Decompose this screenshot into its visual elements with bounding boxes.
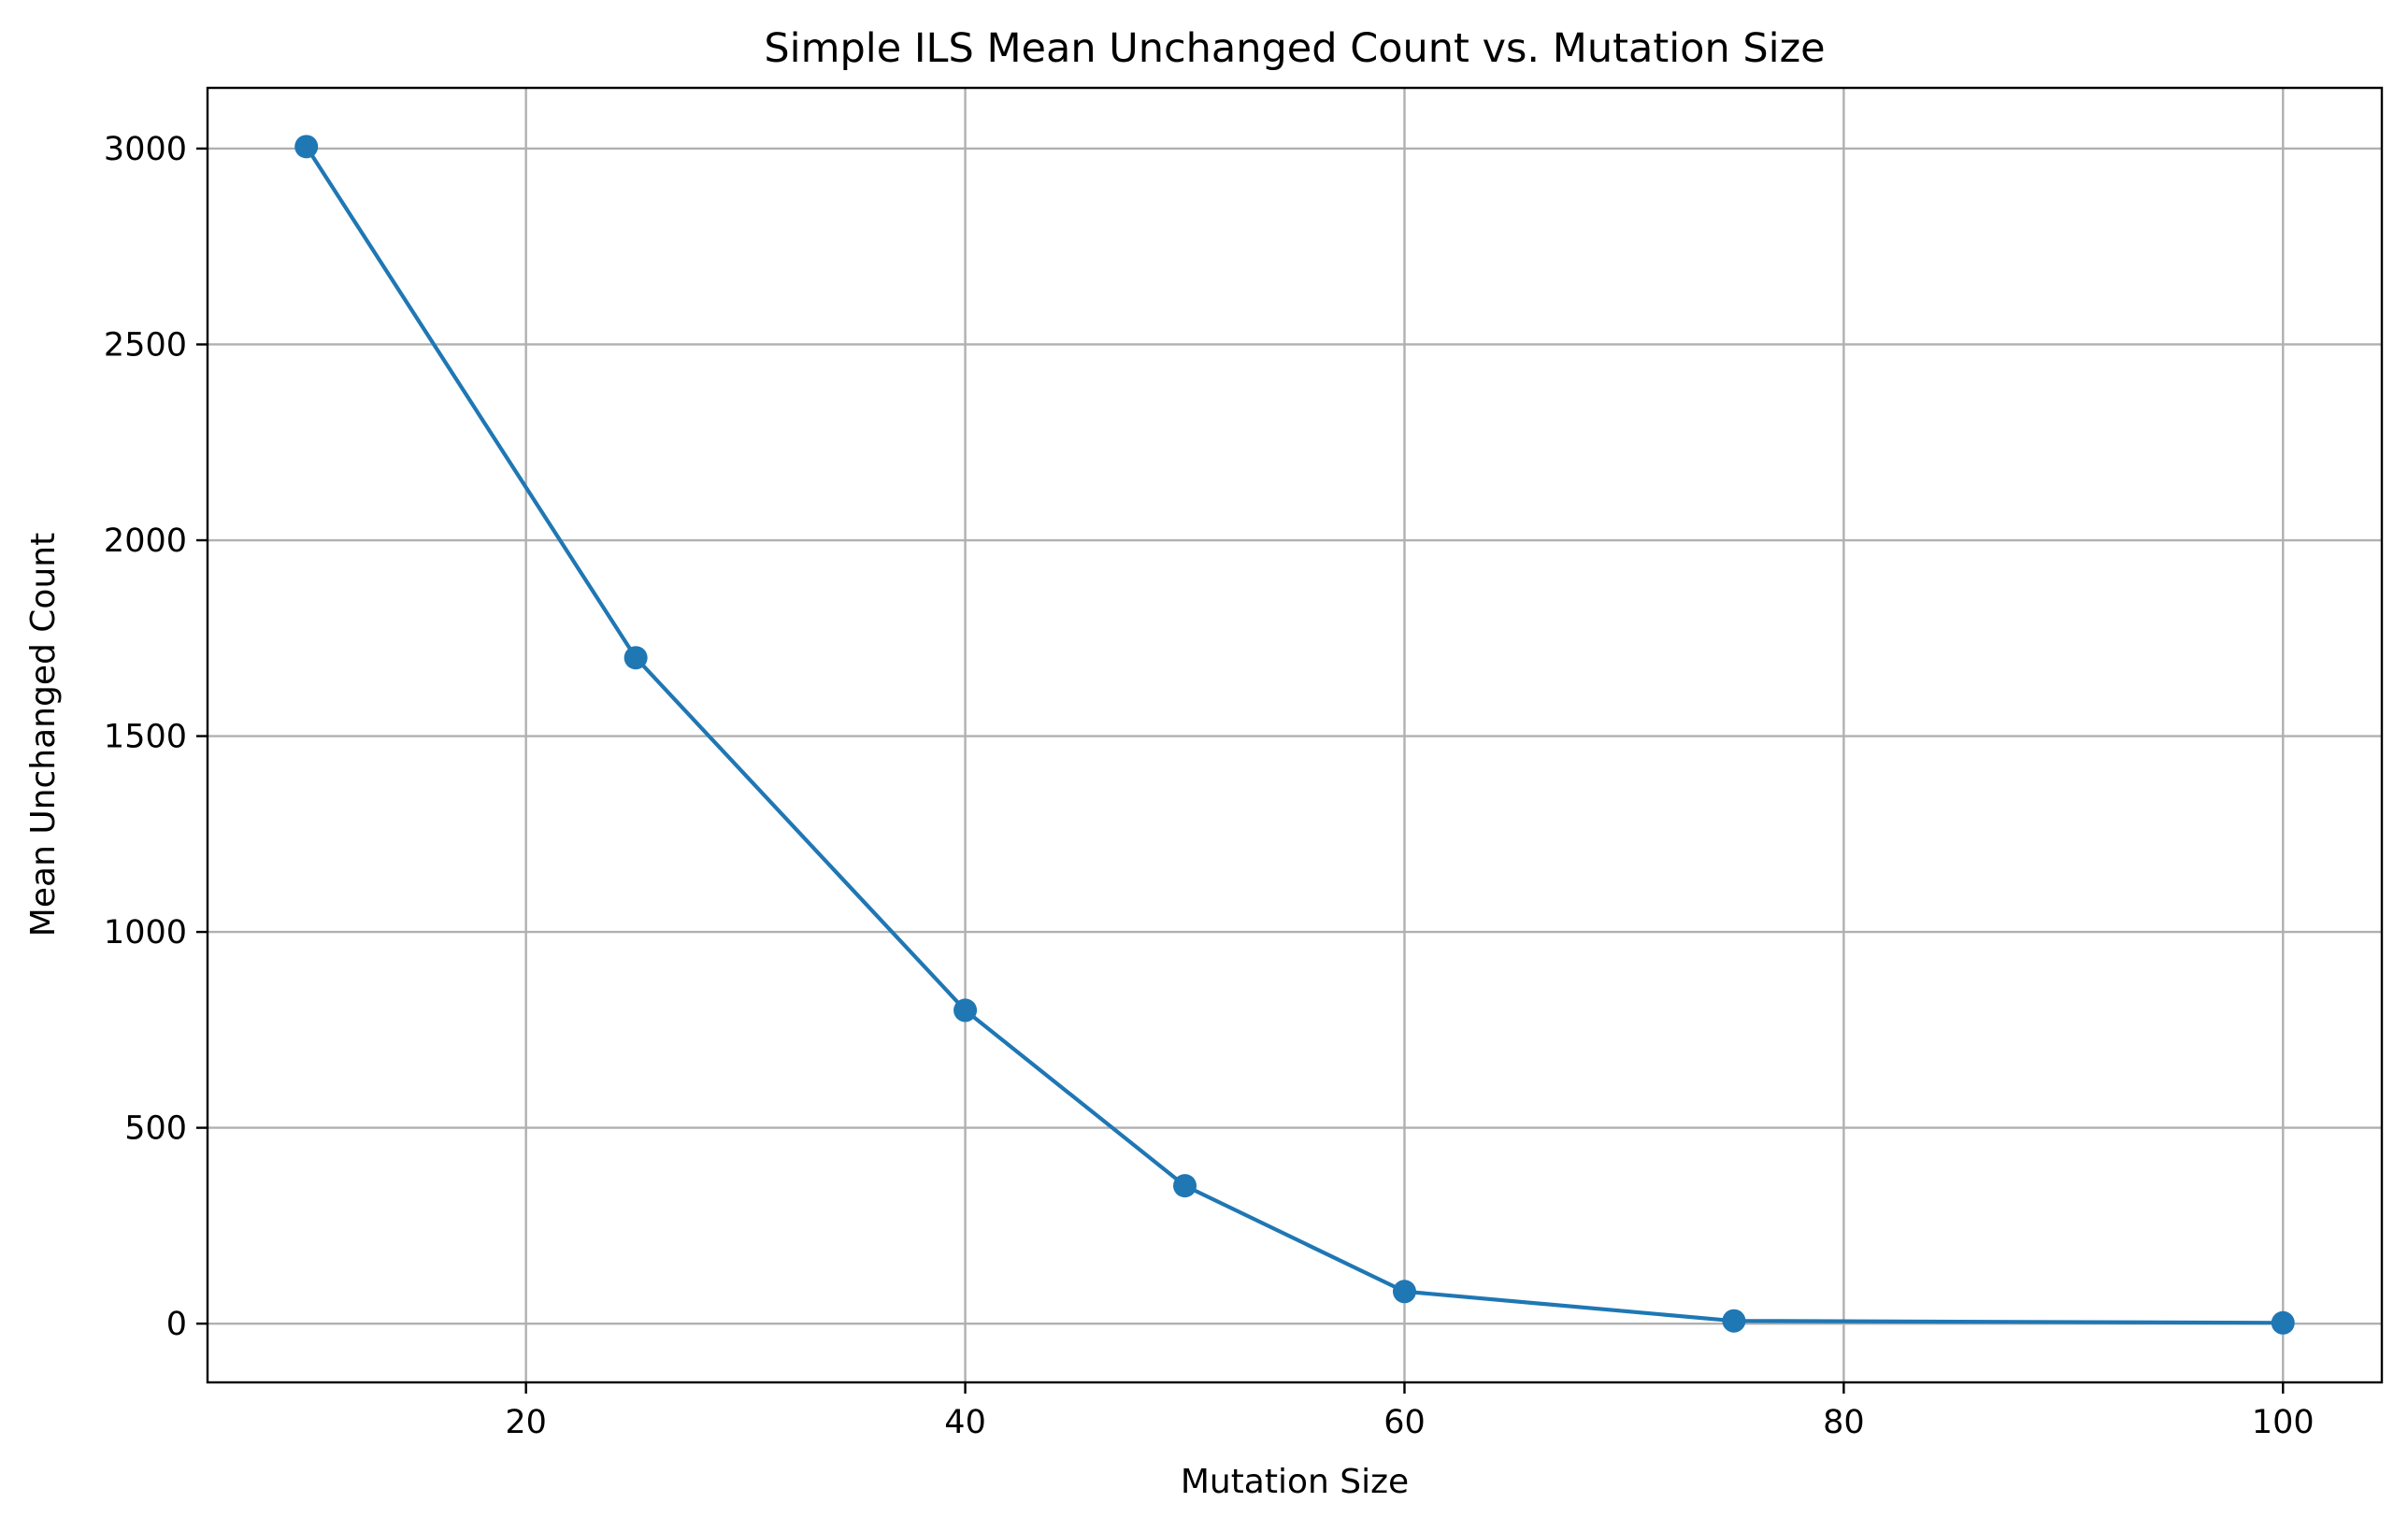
data-point xyxy=(1173,1174,1197,1198)
data-point xyxy=(953,998,978,1023)
data-point xyxy=(624,646,648,670)
x-tick-label: 60 xyxy=(1383,1404,1426,1441)
y-tick-label: 0 xyxy=(166,1306,187,1343)
y-tick-label: 2000 xyxy=(104,522,187,560)
x-tick-label: 20 xyxy=(505,1404,547,1441)
y-tick-label: 1500 xyxy=(104,719,187,756)
gridlines xyxy=(208,88,2382,1382)
data-point xyxy=(1722,1309,1746,1333)
data-point xyxy=(294,135,319,159)
chart-title: Simple ILS Mean Unchanged Count vs. Muta… xyxy=(764,25,1825,72)
y-axis-label: Mean Unchanged Count xyxy=(24,533,63,937)
x-tick-label: 100 xyxy=(2252,1404,2315,1441)
y-axis-ticks: 0 500 1000 1500 2000 2500 3000 xyxy=(104,131,208,1343)
x-axis-ticks: 20 40 60 80 100 xyxy=(505,1382,2315,1441)
y-tick-label: 500 xyxy=(124,1110,187,1148)
data-point xyxy=(2271,1310,2295,1335)
data-point xyxy=(1392,1280,1416,1304)
x-axis-label: Mutation Size xyxy=(1181,1463,1409,1501)
x-tick-label: 40 xyxy=(944,1404,986,1441)
x-tick-label: 80 xyxy=(1823,1404,1865,1441)
y-tick-label: 1000 xyxy=(104,914,187,952)
y-tick-label: 2500 xyxy=(104,326,187,364)
y-tick-label: 3000 xyxy=(104,131,187,168)
series-layer xyxy=(294,135,2295,1335)
